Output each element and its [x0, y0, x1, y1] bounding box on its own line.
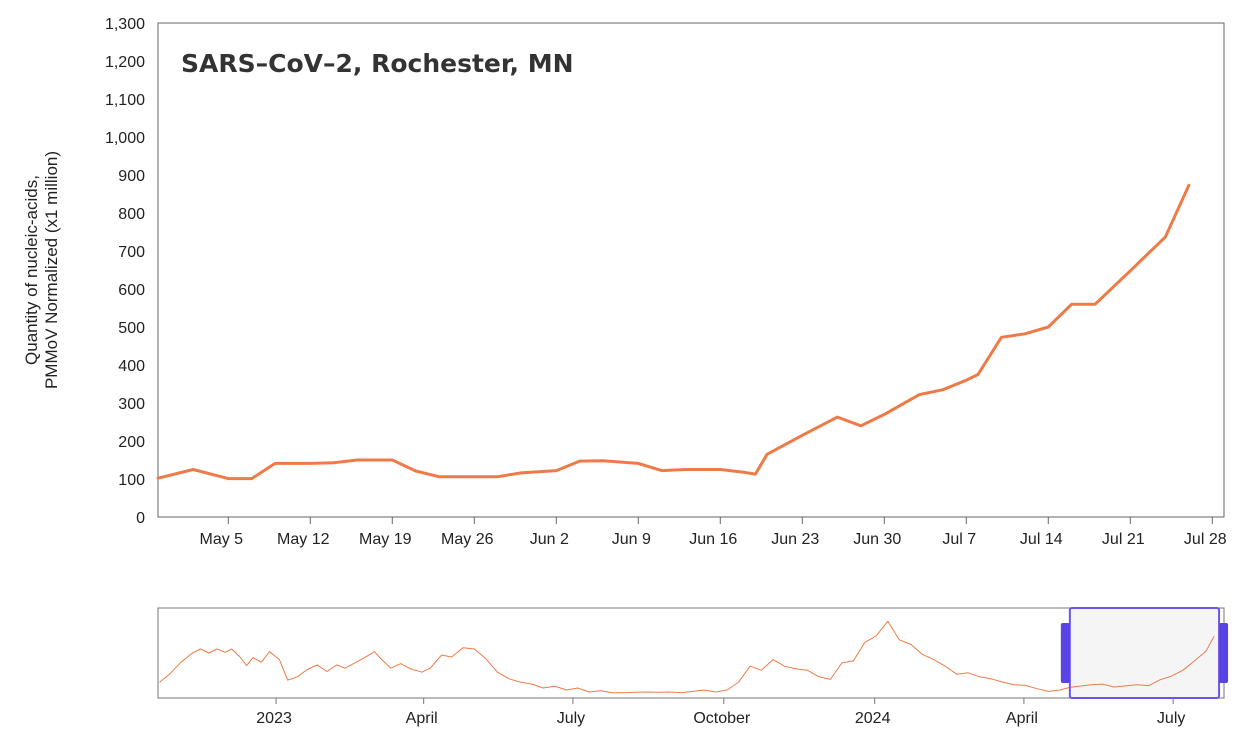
y-tick-label: 1,300	[105, 16, 145, 33]
navigator-tick-label: 2023	[256, 710, 292, 727]
y-tick-label: 800	[118, 206, 145, 223]
main-x-axis: May 5 May 12 May 19 May 26 Jun 2 Jun 9 Jun 16 J…	[199, 517, 1227, 548]
navigator-series-line	[159, 620, 1215, 694]
navigator-chart[interactable]: 2023 April July October 2024 April July	[157, 607, 1229, 727]
x-tick-label: Jul 7	[942, 531, 976, 548]
navigator-tick-label: April	[1006, 710, 1038, 727]
main-y-axis: 0 100 200 300 400 500 600 700 800 900 1,000 1,100 1,…	[105, 16, 145, 527]
y-axis-title-line: Quantity of nucleic-acids,	[22, 175, 41, 365]
chart-title: SARS–CoV–2, Rochester, MN	[181, 49, 574, 78]
y-tick-label: 600	[118, 282, 145, 299]
x-tick-label: Jul 28	[1184, 531, 1227, 548]
x-tick-label: Jun 2	[530, 531, 569, 548]
y-tick-label: 100	[118, 472, 145, 489]
main-plot-frame	[157, 22, 1225, 518]
navigator-right-handle[interactable]	[1219, 623, 1229, 683]
x-tick-label: May 19	[359, 531, 412, 548]
x-tick-label: May 26	[441, 531, 494, 548]
y-tick-label: 1,100	[105, 92, 145, 109]
y-tick-label: 200	[118, 434, 145, 451]
navigator-tick-label: July	[1157, 710, 1185, 727]
y-tick-label: 0	[136, 510, 145, 527]
navigator-left-handle[interactable]	[1060, 623, 1070, 683]
y-axis-title-line: PMMoV Normalized (x1 million)	[42, 151, 61, 389]
y-axis-title: Quantity of nucleic-acids,PMMoV Normaliz…	[22, 151, 61, 389]
x-tick-label: Jun 30	[853, 531, 901, 548]
navigator-tick-label: July	[557, 710, 585, 727]
y-tick-label: 1,200	[105, 54, 145, 71]
y-tick-label: 400	[118, 358, 145, 375]
y-tick-label: 500	[118, 320, 145, 337]
y-tick-label: 900	[118, 168, 145, 185]
x-tick-label: May 12	[277, 531, 330, 548]
main-series	[156, 183, 1191, 481]
y-tick-label: 1,000	[105, 130, 145, 147]
navigator-tick-label: October	[693, 710, 751, 727]
navigator-x-axis: 2023 April July October 2024 April July	[256, 698, 1185, 727]
navigator-selection[interactable]	[1060, 607, 1229, 699]
x-tick-label: Jul 14	[1020, 531, 1063, 548]
x-tick-label: Jun 23	[771, 531, 819, 548]
x-tick-label: May 5	[199, 531, 243, 548]
navigator-series	[159, 620, 1215, 694]
navigator-selection-window[interactable]	[1068, 607, 1221, 699]
x-tick-label: Jun 16	[689, 531, 737, 548]
navigator-tick-label: 2024	[855, 710, 891, 727]
y-tick-label: 300	[118, 396, 145, 413]
x-tick-label: Jun 9	[612, 531, 651, 548]
x-tick-label: Jul 21	[1102, 531, 1145, 548]
main-series-line	[156, 183, 1191, 481]
main-chart: 0 100 200 300 400 500 600 700 800 900 1,000 1,100 1,…	[22, 16, 1227, 548]
y-tick-label: 700	[118, 244, 145, 261]
navigator-tick-label: April	[406, 710, 438, 727]
